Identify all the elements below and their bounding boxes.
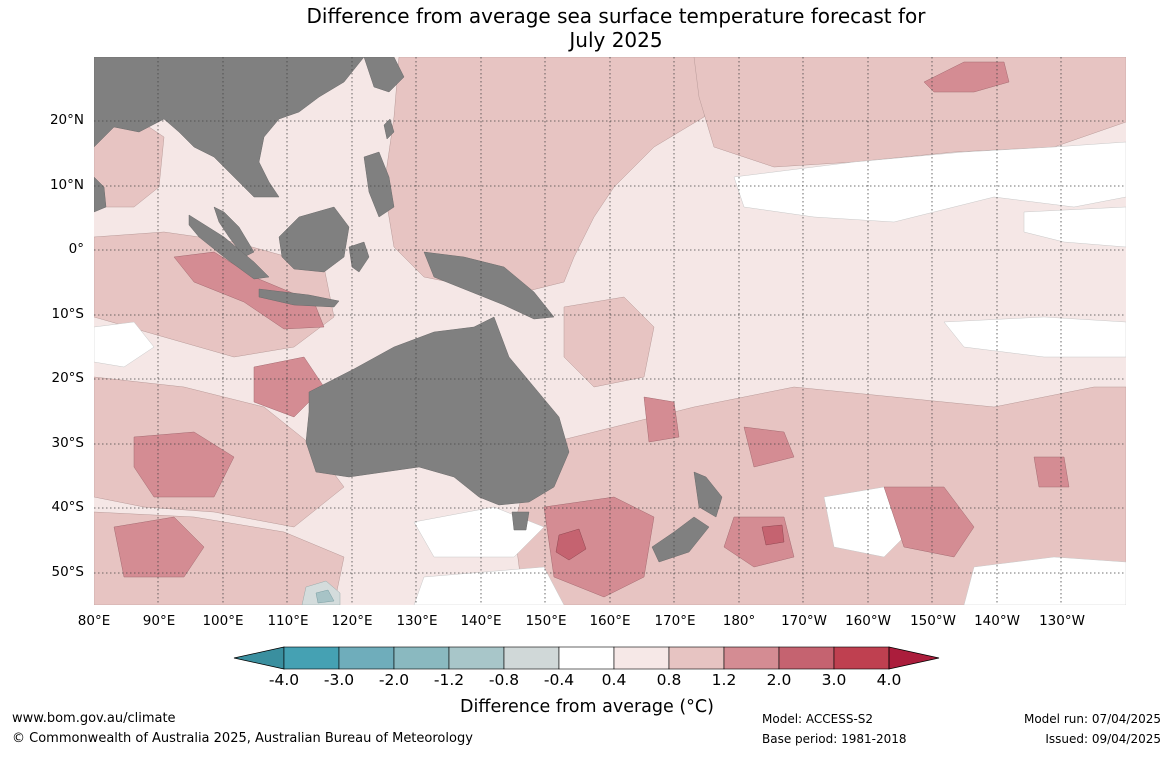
- lat-tick-50s: 50°S: [51, 564, 85, 580]
- warm-strong-south-west: [113, 516, 205, 578]
- graticule: [94, 57, 1126, 605]
- landmass-sulawesi: [348, 241, 370, 273]
- warm-region-north-east: [693, 57, 1126, 168]
- lat-tick-20n: 20°N: [49, 112, 84, 128]
- website-link[interactable]: www.bom.gov.au/climate: [12, 711, 176, 726]
- lat-tick-20s: 20°S: [51, 370, 85, 386]
- colorbar-bin-1: [283, 646, 340, 670]
- neutral-region-southern-ocean: [413, 566, 565, 605]
- cool-region-core: [315, 589, 335, 604]
- title-line-1: Difference from average sea surface temp…: [306, 4, 926, 28]
- landmass-tasmania: [511, 511, 530, 531]
- colorbar-label: -4.0: [268, 671, 300, 689]
- landmass-australia: [305, 316, 570, 506]
- colorbar-label: -3.0: [323, 671, 355, 689]
- warm-peak-east: [761, 524, 785, 546]
- neutral-region-indian-west: [94, 321, 155, 368]
- neutral-region-east-equatorial: [1023, 206, 1126, 248]
- landmass-new-guinea: [423, 251, 555, 320]
- lon-tick-140e: 140°E: [460, 613, 502, 629]
- lon-tick-170w: 170°W: [781, 613, 827, 629]
- colorbar-label: -0.4: [543, 671, 575, 689]
- landmass-java: [258, 288, 340, 308]
- colorbar-label: 3.0: [821, 671, 847, 689]
- lat-tick-0: 0°: [68, 241, 84, 257]
- neutral-region-south-east: [963, 556, 1126, 605]
- landmass-philippines: [363, 151, 395, 218]
- lon-tick-130w: 130°W: [1039, 613, 1085, 629]
- copyright-notice: © Commonwealth of Australia 2025, Austra…: [12, 731, 473, 746]
- base-period: Base period: 1981-2018: [762, 732, 907, 746]
- warm-strong-mid-south: [743, 426, 795, 468]
- lon-tick-90e: 90°E: [142, 613, 176, 629]
- warm-strong-east-south: [1033, 456, 1070, 488]
- landmass-malay-peninsula: [213, 206, 255, 258]
- landmass-new-zealand-south: [651, 516, 710, 563]
- warm-region-coral-sea: [563, 296, 655, 388]
- warm-strong-central-south: [883, 486, 975, 558]
- warm-peak-tasman: [555, 528, 587, 561]
- warm-strong-tasman: [543, 496, 655, 598]
- colorbar-bin-10: [778, 646, 835, 670]
- colorbar-bin-3: [393, 646, 450, 670]
- landmass-borneo: [278, 206, 350, 273]
- colorbar-label: -2.0: [378, 671, 410, 689]
- landmass-taiwan: [383, 118, 395, 140]
- colorbar-bin-8: [668, 646, 725, 670]
- lon-tick-120e: 120°E: [331, 613, 373, 629]
- lon-tick-160e: 160°E: [589, 613, 631, 629]
- colorbar-label: 0.4: [601, 671, 627, 689]
- colorbar-bin-2: [338, 646, 395, 670]
- colorbar-bin-7: [613, 646, 670, 670]
- warm-strong-java: [173, 251, 325, 330]
- colorbar-label: 0.8: [656, 671, 682, 689]
- warm-strong-north-east: [923, 61, 1010, 93]
- neutral-region-east-south: [943, 316, 1126, 358]
- colorbar-high-arrow: [888, 646, 940, 670]
- colorbar-label: -0.8: [488, 671, 520, 689]
- model-run-date: Model run: 07/04/2025: [1023, 712, 1161, 726]
- lat-tick-30s: 30°S: [51, 435, 85, 451]
- warm-strong-coral: [643, 396, 680, 443]
- landmass-india-tip: [94, 176, 107, 213]
- colorbar-bin-11: [833, 646, 890, 670]
- lat-tick-40s: 40°S: [51, 499, 85, 515]
- colorbar-bin-4: [448, 646, 505, 670]
- lon-tick-150w: 150°W: [910, 613, 956, 629]
- lon-tick-150e: 150°E: [525, 613, 567, 629]
- lon-tick-100e: 100°E: [202, 613, 244, 629]
- lon-tick-140w: 140°W: [974, 613, 1020, 629]
- lon-tick-170e: 170°E: [654, 613, 696, 629]
- land: [94, 57, 723, 563]
- sst-anomaly-map: [94, 57, 1126, 605]
- colorbar-low-arrow: [233, 646, 285, 670]
- colorbar: [233, 646, 940, 670]
- lat-tick-10s: 10°S: [51, 306, 85, 322]
- chart-title: Difference from average sea surface temp…: [0, 4, 1173, 52]
- lon-tick-180: 180°: [722, 613, 756, 629]
- colorbar-bin-6: [558, 646, 615, 670]
- landmass-new-zealand-north: [693, 471, 723, 518]
- colorbar-label: 1.2: [711, 671, 737, 689]
- lon-tick-80e: 80°E: [77, 613, 111, 629]
- title-line-2: July 2025: [569, 28, 663, 52]
- model-name: Model: ACCESS-S2: [762, 712, 874, 726]
- colorbar-title: Difference from average (°C): [460, 697, 714, 717]
- warm-strong-indian-south: [133, 431, 235, 498]
- colorbar-label: -1.2: [433, 671, 465, 689]
- lon-tick-110e: 110°E: [267, 613, 309, 629]
- colorbar-bin-9: [723, 646, 780, 670]
- landmass-sumatra: [188, 214, 270, 280]
- lat-tick-10n: 10°N: [49, 177, 84, 193]
- colorbar-label: 2.0: [766, 671, 792, 689]
- lon-tick-130e: 130°E: [396, 613, 438, 629]
- landmass-japan: [363, 57, 405, 93]
- colorbar-label: 4.0: [876, 671, 902, 689]
- issued-date: Issued: 09/04/2025: [1045, 732, 1161, 746]
- landmass-asia: [94, 57, 365, 198]
- neutral-region-north-pacific: [733, 141, 1126, 223]
- colorbar-bin-5: [503, 646, 560, 670]
- lon-tick-160w: 160°W: [845, 613, 891, 629]
